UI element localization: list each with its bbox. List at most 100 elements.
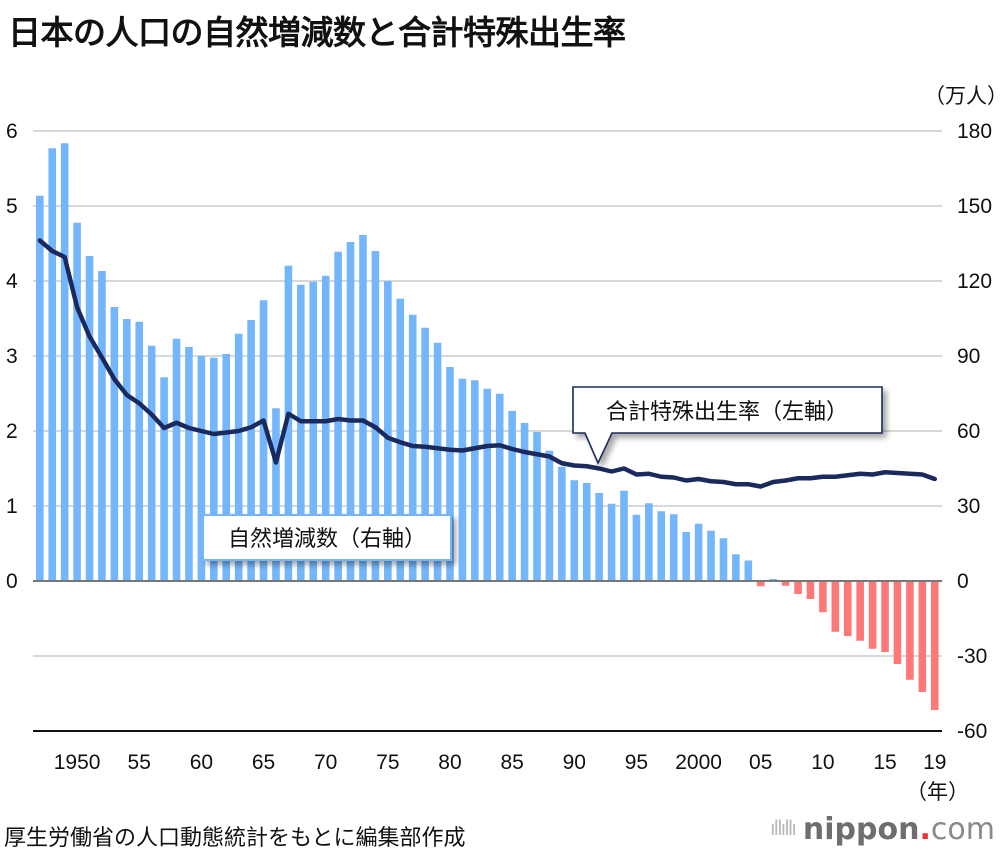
bar-1952 <box>98 271 106 581</box>
left-tick-label: 1 <box>6 495 18 518</box>
line-series-tfr <box>37 238 938 489</box>
bar-2013 <box>856 581 864 641</box>
bar-1970 <box>321 275 330 581</box>
bar-1997 <box>657 511 666 581</box>
right-tick-label: 0 <box>957 570 969 593</box>
bar-1948 <box>48 148 57 581</box>
logo-brand: nippon <box>802 812 920 847</box>
bar-1990 <box>570 480 579 581</box>
bar-1975 <box>384 281 392 581</box>
bar-1996 <box>645 503 653 581</box>
bar-2008 <box>794 581 802 594</box>
bar-1984 <box>495 393 504 581</box>
left-tick-label: 5 <box>6 195 18 218</box>
right-tick-label: -30 <box>957 645 987 668</box>
bar-2004 <box>744 560 753 581</box>
bar-1961 <box>210 357 218 581</box>
bar-2009 <box>806 581 815 599</box>
bar-2010 <box>819 581 827 613</box>
bar-1986 <box>520 423 529 581</box>
bar-series-natural-change <box>36 143 939 710</box>
bar-1955 <box>135 321 144 581</box>
x-tick-label: 65 <box>252 751 275 774</box>
logo-dot: . <box>919 812 931 847</box>
left-tick-label: 4 <box>6 270 18 293</box>
tfr-callout: 合計特殊出生率（左軸） <box>572 386 883 465</box>
bar-1958 <box>172 338 181 581</box>
bar-2017 <box>906 581 914 680</box>
logo-tld: com <box>930 812 995 847</box>
axes <box>33 580 942 732</box>
bar-1983 <box>483 388 492 581</box>
x-tick-label: 90 <box>563 751 586 774</box>
bar-1968 <box>297 284 305 581</box>
x-axis-unit-label: （年） <box>906 780 969 804</box>
chart-title: 日本の人口の自然増減数と合計特殊出生率 <box>8 13 626 52</box>
source-note: 厚生労働省の人口動態統計をもとに編集部作成 <box>4 826 466 851</box>
x-tick-label: 19 <box>923 751 946 774</box>
bar-1954 <box>123 319 131 581</box>
right-tick-label: -60 <box>957 720 987 743</box>
bar-1993 <box>607 503 616 581</box>
bar-1994 <box>620 490 628 581</box>
bar-2000 <box>694 523 703 581</box>
bar-2011 <box>831 581 840 632</box>
bar-1973 <box>359 235 367 581</box>
bar-1960 <box>197 356 206 581</box>
bar-1965 <box>259 300 268 581</box>
bar-2002 <box>719 538 728 581</box>
bar-1964 <box>247 320 255 581</box>
x-tick-label: 95 <box>625 751 648 774</box>
bar-1953 <box>110 307 119 581</box>
natural-change-label-box <box>202 514 452 561</box>
bar-2007 <box>781 581 790 586</box>
tick-labels: 0 1 2 3 4 5 6 -60 -30 0 30 60 90 120 150 180 1950 55 60 65 7… <box>6 120 992 774</box>
bar-1966 <box>272 408 280 581</box>
left-tick-label: 2 <box>6 420 18 443</box>
bar-2019 <box>930 581 939 710</box>
bar-1992 <box>595 493 603 581</box>
sound-bars-icon: ıllıllı <box>770 816 797 840</box>
right-tick-label: 180 <box>957 120 992 143</box>
x-tick-label: 80 <box>438 751 461 774</box>
bar-1951 <box>85 256 94 581</box>
bar-1979 <box>433 342 442 581</box>
bar-1950 <box>73 222 81 581</box>
x-tick-label: 60 <box>190 751 213 774</box>
bar-1985 <box>508 411 516 581</box>
right-tick-label: 120 <box>957 270 992 293</box>
right-tick-label: 30 <box>957 495 980 518</box>
bar-1991 <box>582 483 591 581</box>
bar-2016 <box>893 581 902 664</box>
bar-1956 <box>147 345 156 581</box>
bar-2012 <box>843 581 852 636</box>
x-tick-label: 05 <box>749 751 772 774</box>
bar-1999 <box>682 532 690 581</box>
bar-2005 <box>756 581 765 587</box>
bar-1967 <box>284 265 293 581</box>
right-tick-label: 60 <box>957 420 980 443</box>
x-tick-label: 15 <box>873 751 896 774</box>
right-axis-unit-label: （万人） <box>924 84 1000 108</box>
bar-1987 <box>533 432 541 581</box>
bar-2018 <box>918 581 927 692</box>
tfr-callout-box <box>572 386 883 465</box>
bar-1974 <box>371 251 380 581</box>
bar-1981 <box>458 378 467 581</box>
left-tick-label: 0 <box>6 570 18 593</box>
bar-1972 <box>346 242 355 581</box>
bar-2014 <box>868 581 877 649</box>
bar-1957 <box>160 377 168 581</box>
bar-1947 <box>36 195 44 581</box>
x-tick-label: 70 <box>314 751 337 774</box>
x-tick-label: 75 <box>376 751 399 774</box>
bar-1982 <box>471 380 479 581</box>
bar-1969 <box>309 281 318 581</box>
bar-2001 <box>707 530 715 581</box>
bar-2015 <box>881 581 889 652</box>
left-tick-label: 3 <box>6 345 18 368</box>
right-tick-label: 150 <box>957 195 992 218</box>
tfr-callout-text: 合計特殊出生率（左軸） <box>606 400 848 425</box>
natural-change-label-text: 自然増減数（右軸） <box>228 527 426 552</box>
